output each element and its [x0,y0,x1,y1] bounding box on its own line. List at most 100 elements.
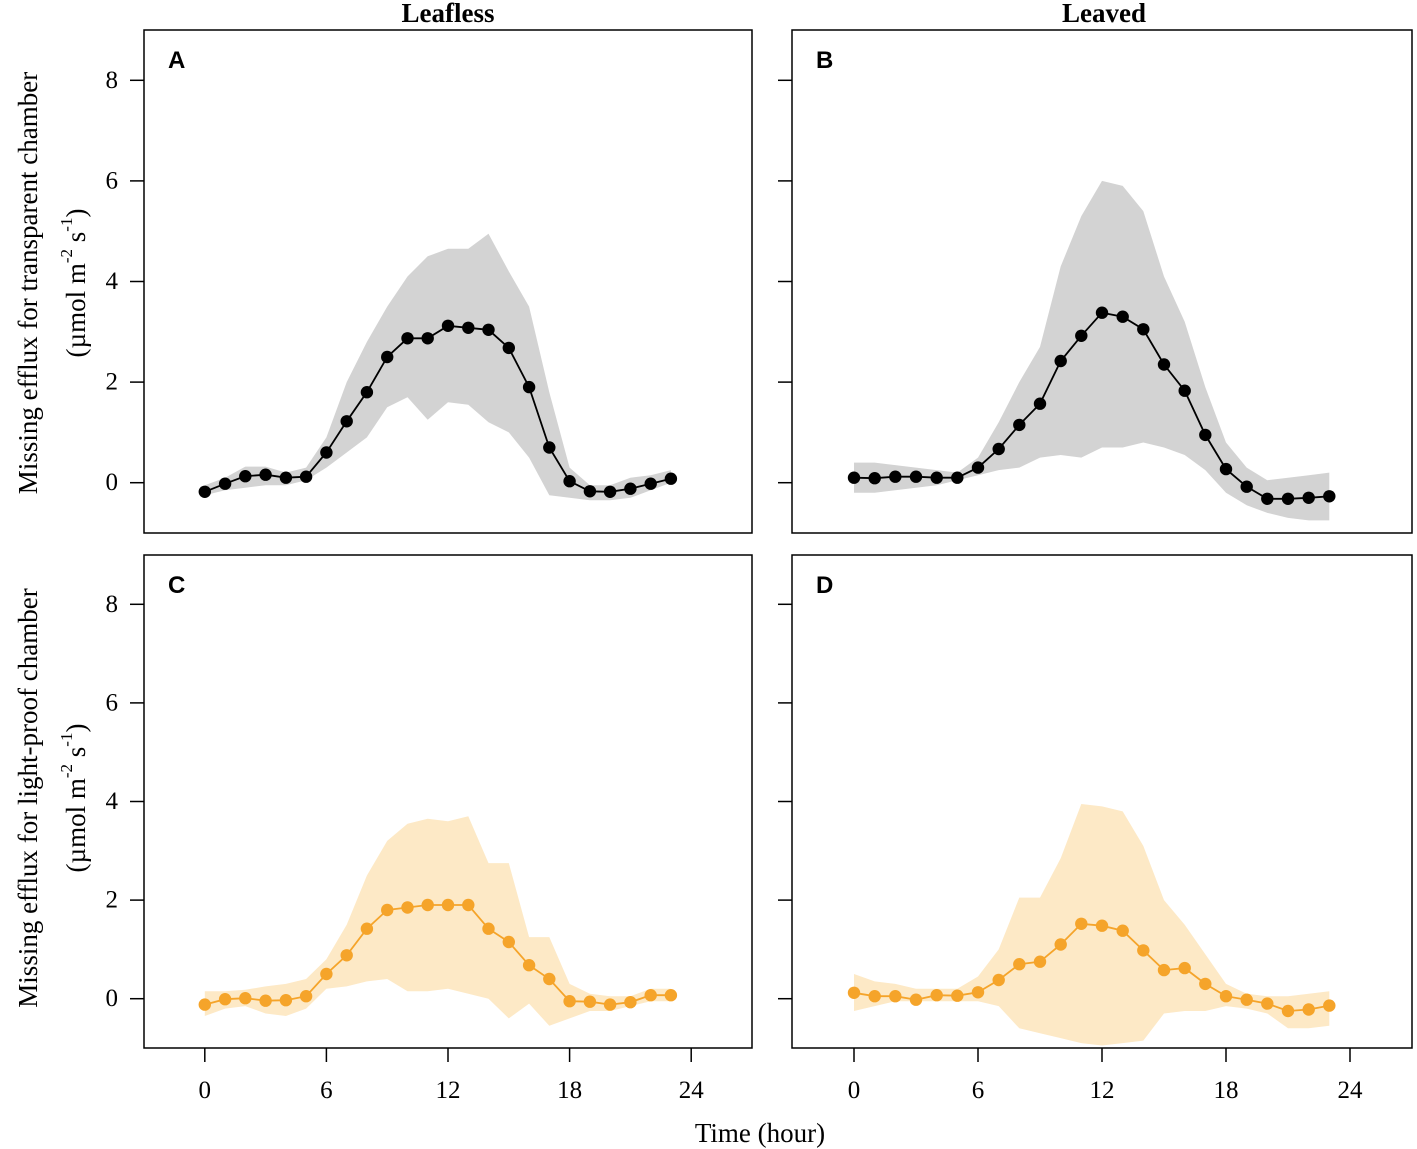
panel-b-data-point [1033,397,1047,410]
col-title-leafless: Leafless [402,0,495,28]
panel-c-x-tick-label: 6 [320,1077,333,1104]
panel-a-data-point [624,482,637,495]
panel-c-data-point [664,989,678,1002]
panel-d-data-point [1116,924,1129,937]
panel-c-x-tick-label: 0 [199,1077,212,1104]
panel-d-data-point [992,973,1005,987]
panel-b-data-point [930,471,943,484]
panel-b-data-point [1075,329,1088,342]
panel-d-data-point [971,986,985,999]
panel-b-data-point [1054,354,1067,368]
panel-a-data-point [482,323,495,336]
panel-a-y-tick-label: 2 [106,369,119,396]
panel-d: D 0 6 12 18 24 [778,554,1413,1104]
panel-c-x-tick-label: 12 [436,1077,461,1104]
panel-d-data-point [1137,944,1150,957]
panel-a-data-point [198,485,211,498]
panel-d-data-point [1075,917,1088,930]
panel-a-data-point [218,477,232,490]
panel-d-data-point [1095,919,1109,932]
panel-c-confidence-band [204,816,671,1026]
panel-b-data-point [868,472,881,485]
row-title-lightproof-line2: (µmol m-2 s-1) [57,724,91,873]
panel-c-y-tick-label: 4 [106,788,119,815]
panel-c-data-point [381,903,394,917]
row-title-lightproof-line1: Missing efflux for light-proof chamber [13,588,43,1007]
panel-c-plot-area [198,816,678,1026]
panel-c-data-point [644,989,657,1002]
panel-b-data-point [1240,480,1253,493]
panel-b-data-point [971,461,985,474]
panel-a-data-point [644,477,657,490]
panel-b-data-point [1013,418,1026,432]
panel-a-letter: A [168,47,185,74]
panel-c-data-point [360,922,374,935]
row-title-transparent-line1: Missing efflux for transparent chamber [13,72,43,494]
panel-d-data-point [930,989,943,1002]
panel-b-data-point [1323,490,1336,503]
panel-a-y-tick-label: 4 [106,268,119,295]
panel-a-data-point [340,415,353,428]
panel-a-data-point [279,471,293,484]
panel-d-letter: D [816,572,833,599]
panel-c-data-point [320,967,333,981]
panel-b-data-point [847,471,861,484]
panel-a-data-point [502,341,515,355]
panel-c-y-tick-label: 8 [106,591,119,618]
panel-c-data-point [624,996,637,1009]
panel-c-data-point [421,898,434,912]
panel-d-data-point [1054,938,1067,951]
x-axis-title: Time (hour) [695,1118,825,1148]
panel-d-data-point [1219,990,1233,1003]
panel-c-y-tick-label: 0 [106,985,119,1012]
panel-d-data-point [1178,961,1191,975]
panel-a-data-point [522,380,536,394]
panel-a-y-tick-label: 0 [106,469,119,496]
panel-c-data-point [522,959,536,972]
panel-a-data-point [299,470,313,483]
panel-b-letter: B [816,47,833,74]
panel-c-x-tick-label: 18 [557,1077,582,1104]
panel-a-data-point [664,472,678,485]
panel-b-data-point [951,471,964,484]
panel-a-y-tick-label: 8 [106,67,119,94]
panel-b-data-point [1219,462,1233,476]
row-title-lightproof: Missing efflux for light-proof chamber [13,588,43,1007]
panel-c-data-point [543,972,556,986]
panel-b-data-point [1157,358,1171,371]
panel-c-data-point [239,992,252,1005]
panel-c-data-point [340,949,353,962]
panel-d-data-point [1323,999,1336,1012]
panel-b-data-point [889,470,902,483]
panel-c-data-point [198,998,211,1011]
panel-d-data-point [889,990,902,1003]
panel-b-data-point [1095,306,1109,319]
panel-b-plot-area [847,180,1336,521]
panel-d-x-tick-label: 12 [1090,1077,1115,1104]
panel-b-data-point [909,470,923,483]
panel-c-data-point [441,898,455,912]
panel-c-data-point [401,901,414,914]
panel-a-data-point [441,319,455,332]
panel-b-data-point [1178,384,1191,397]
panel-a-data-point [320,446,333,459]
panel-c-data-point [259,994,272,1007]
panel-b-data-point [1116,310,1129,323]
panel-a-data-point [543,441,556,454]
panel-a-data-point [401,332,414,345]
panel-d-data-point [847,986,861,999]
panel-c-data-point [462,898,475,912]
panel-d-x-tick-label: 18 [1214,1077,1239,1104]
panel-c-letter: C [168,572,185,599]
panel-d-data-point [951,989,964,1002]
panel-c-data-point [563,995,576,1008]
col-title-leaved: Leaved [1062,0,1146,28]
panel-d-data-point [1157,963,1171,977]
panel-d-data-point [1013,958,1026,971]
panel-b-confidence-band [854,180,1330,521]
panel-c-data-point [603,998,617,1011]
panel-a-data-point [583,485,597,498]
panel-c-y-tick-label: 6 [106,689,119,716]
